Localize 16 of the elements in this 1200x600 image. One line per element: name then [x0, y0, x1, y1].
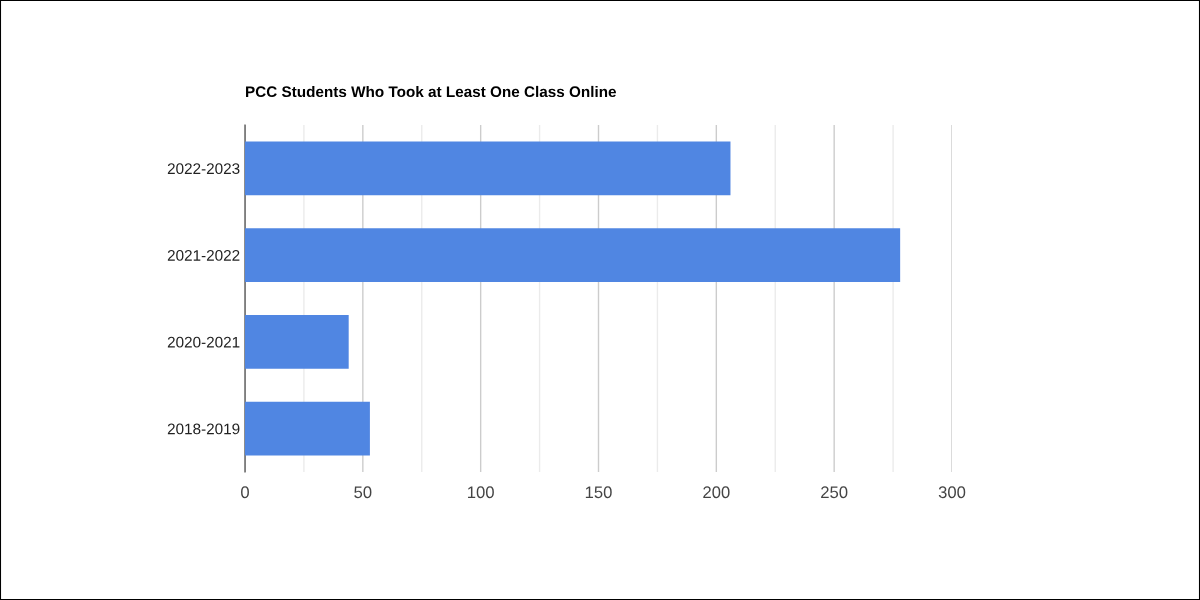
y-tick-label: 2020-2021 [167, 336, 240, 348]
x-tick-label: 50 [354, 486, 372, 499]
y-tick-label: 2021-2022 [167, 249, 240, 261]
bar [245, 228, 901, 283]
chart-title: PCC Students Who Took at Least One Class Online [246, 85, 617, 98]
x-tick-label: 200 [703, 486, 730, 499]
x-tick-label: 100 [468, 486, 494, 499]
x-tick-label: 250 [821, 486, 848, 499]
bar [245, 314, 349, 369]
bar [245, 401, 370, 456]
bar [245, 141, 731, 196]
x-tick-label: 150 [585, 486, 612, 499]
x-tick-label: 300 [938, 486, 966, 499]
y-tick-label: 2018-2019 [167, 423, 240, 435]
x-tick-label: 0 [241, 486, 249, 499]
y-tick-label: 2022-2023 [167, 163, 240, 175]
